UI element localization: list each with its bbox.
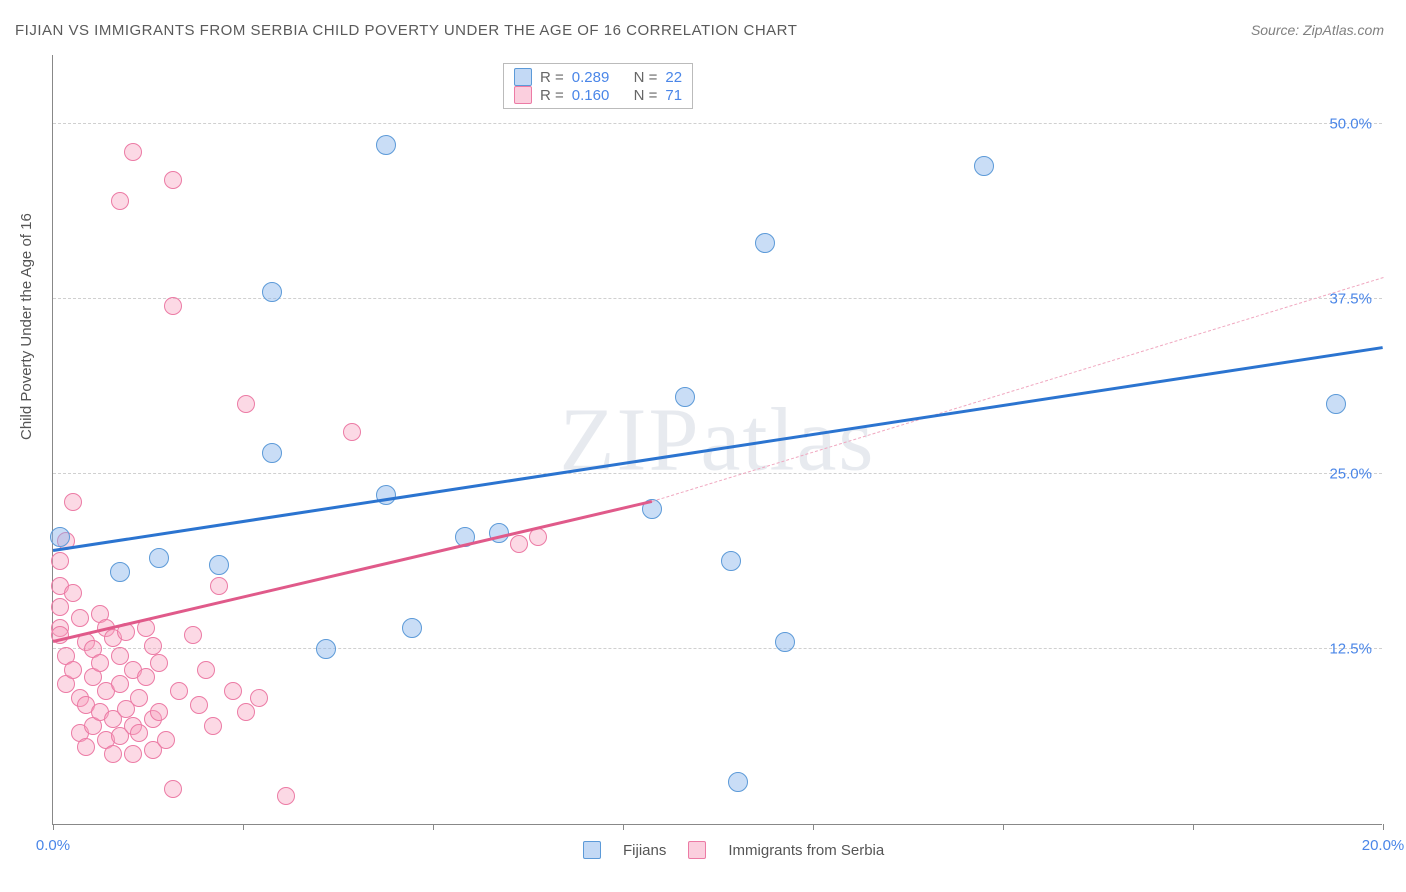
data-point-serbia <box>51 552 69 570</box>
y-tick-label: 37.5% <box>1329 291 1372 308</box>
x-tick-label: 20.0% <box>1362 837 1405 854</box>
data-point-serbia <box>250 689 268 707</box>
x-tick <box>1003 824 1004 830</box>
watermark: ZIPatlas <box>560 388 876 491</box>
data-point-fijians <box>1326 394 1346 414</box>
gridline <box>53 123 1382 124</box>
r-value: 0.289 <box>572 69 610 86</box>
data-point-serbia <box>190 696 208 714</box>
data-point-serbia <box>224 682 242 700</box>
data-point-fijians <box>316 639 336 659</box>
data-point-serbia <box>510 535 528 553</box>
data-point-serbia <box>237 703 255 721</box>
r-label: R = <box>540 69 564 86</box>
x-tick <box>1383 824 1384 830</box>
data-point-fijians <box>728 772 748 792</box>
x-tick <box>243 824 244 830</box>
data-point-serbia <box>104 745 122 763</box>
data-point-serbia <box>111 192 129 210</box>
data-point-fijians <box>974 156 994 176</box>
data-point-fijians <box>376 135 396 155</box>
chart-title: FIJIAN VS IMMIGRANTS FROM SERBIA CHILD P… <box>15 22 797 39</box>
data-point-fijians <box>376 485 396 505</box>
n-value: 22 <box>665 69 682 86</box>
data-point-serbia <box>64 493 82 511</box>
data-point-serbia <box>111 675 129 693</box>
scatter-plot-area: ZIPatlas R = 0.289 N = 22 R = 0.160 N = … <box>52 55 1382 825</box>
stats-row-serbia: R = 0.160 N = 71 <box>514 86 682 104</box>
data-point-serbia <box>343 423 361 441</box>
stats-row-fijians: R = 0.289 N = 22 <box>514 68 682 86</box>
data-point-serbia <box>124 745 142 763</box>
x-tick <box>623 824 624 830</box>
data-point-serbia <box>130 724 148 742</box>
y-tick-label: 12.5% <box>1329 641 1372 658</box>
data-point-fijians <box>262 282 282 302</box>
source-attribution: Source: ZipAtlas.com <box>1251 22 1384 38</box>
data-point-serbia <box>197 661 215 679</box>
data-point-serbia <box>150 654 168 672</box>
data-point-fijians <box>675 387 695 407</box>
data-point-fijians <box>110 562 130 582</box>
data-point-fijians <box>149 548 169 568</box>
swatch-pink-icon <box>688 841 706 859</box>
series-legend: Fijians Immigrants from Serbia <box>583 841 884 859</box>
y-tick-label: 25.0% <box>1329 466 1372 483</box>
x-tick-label: 0.0% <box>36 837 70 854</box>
data-point-serbia <box>170 682 188 700</box>
legend-label-fijians: Fijians <box>623 842 666 859</box>
data-point-serbia <box>204 717 222 735</box>
y-tick-label: 50.0% <box>1329 116 1372 133</box>
data-point-fijians <box>721 551 741 571</box>
data-point-serbia <box>77 738 95 756</box>
legend-label-serbia: Immigrants from Serbia <box>728 842 884 859</box>
gridline <box>53 298 1382 299</box>
gridline <box>53 648 1382 649</box>
data-point-serbia <box>64 661 82 679</box>
x-tick <box>1193 824 1194 830</box>
data-point-fijians <box>262 443 282 463</box>
data-point-serbia <box>157 731 175 749</box>
data-point-fijians <box>775 632 795 652</box>
data-point-serbia <box>210 577 228 595</box>
data-point-serbia <box>164 171 182 189</box>
x-tick <box>433 824 434 830</box>
data-point-serbia <box>150 703 168 721</box>
trend-line-serbia-extrapolated <box>651 277 1383 502</box>
data-point-serbia <box>124 143 142 161</box>
swatch-blue-icon <box>583 841 601 859</box>
data-point-fijians <box>755 233 775 253</box>
data-point-serbia <box>164 297 182 315</box>
data-point-serbia <box>51 598 69 616</box>
data-point-fijians <box>209 555 229 575</box>
swatch-pink-icon <box>514 86 532 104</box>
data-point-serbia <box>184 626 202 644</box>
data-point-serbia <box>91 654 109 672</box>
trend-line-serbia <box>53 500 652 642</box>
data-point-serbia <box>130 689 148 707</box>
r-label: R = <box>540 87 564 104</box>
data-point-serbia <box>529 528 547 546</box>
r-value: 0.160 <box>572 87 610 104</box>
n-value: 71 <box>665 87 682 104</box>
n-label: N = <box>634 69 658 86</box>
data-point-serbia <box>71 609 89 627</box>
data-point-fijians <box>50 527 70 547</box>
data-point-serbia <box>164 780 182 798</box>
data-point-serbia <box>137 668 155 686</box>
x-tick <box>813 824 814 830</box>
trend-line-fijians <box>53 346 1383 551</box>
data-point-serbia <box>64 584 82 602</box>
data-point-serbia <box>277 787 295 805</box>
swatch-blue-icon <box>514 68 532 86</box>
gridline <box>53 473 1382 474</box>
data-point-fijians <box>402 618 422 638</box>
data-point-serbia <box>237 395 255 413</box>
data-point-serbia <box>144 637 162 655</box>
correlation-stats-box: R = 0.289 N = 22 R = 0.160 N = 71 <box>503 63 693 109</box>
y-axis-label: Child Poverty Under the Age of 16 <box>18 213 35 440</box>
n-label: N = <box>634 87 658 104</box>
x-tick <box>53 824 54 830</box>
